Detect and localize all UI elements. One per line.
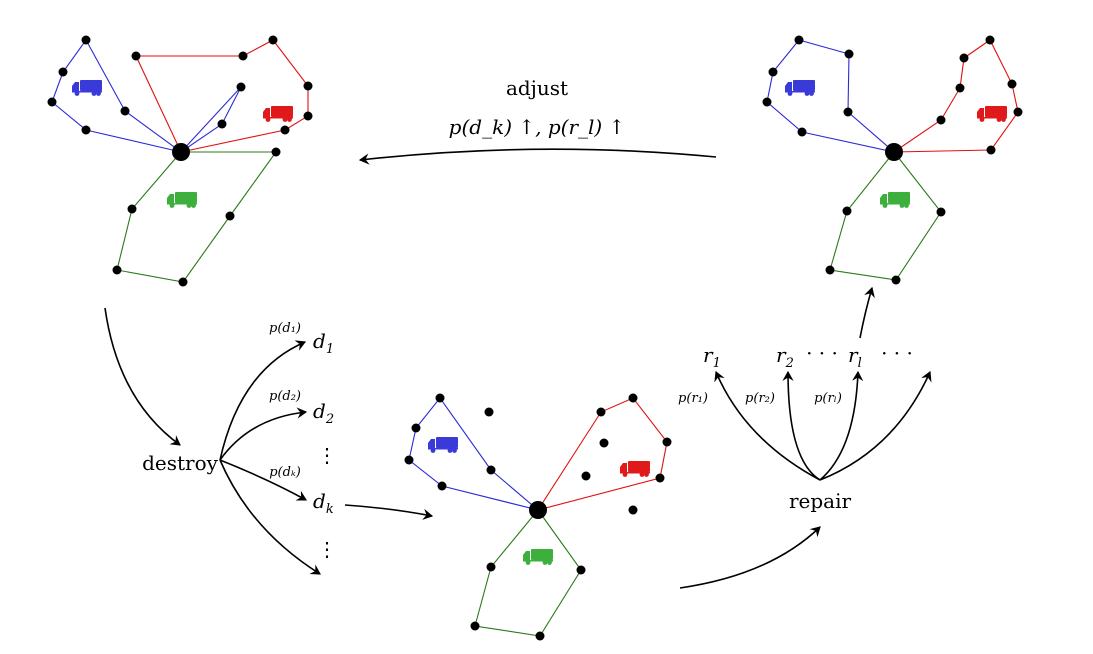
destroy-operator-arrows: [219, 340, 321, 575]
svg-text:p(rₗ): p(rₗ): [814, 391, 842, 406]
truck-icon: [785, 80, 815, 96]
svg-text:p(r₁): p(r₁): [678, 391, 708, 406]
solution-graph-destroyed: [404, 393, 672, 641]
blue-route: [766, 39, 895, 153]
repair-operator-rl: rl p(rₗ): [814, 343, 862, 406]
truck-icon: [620, 461, 650, 477]
repair-label: repair: [789, 489, 852, 513]
adjust-arrow: [358, 148, 717, 165]
svg-text:r1: r1: [703, 343, 721, 371]
repair-operator-arrows: [714, 370, 932, 481]
truck-icon: [523, 549, 553, 565]
blue-route: [408, 397, 539, 511]
removed-customer-nodes: [484, 407, 638, 515]
svg-text:p(r₂): p(r₂): [745, 391, 775, 406]
red-route: [135, 39, 309, 153]
to-destroyed-graph-arrow: [344, 504, 434, 520]
to-new-solution-arrow: [859, 286, 875, 339]
customer-nodes: [404, 393, 672, 641]
truck-icon: [977, 106, 1007, 122]
red-route: [537, 397, 668, 511]
svg-text:rl: rl: [848, 343, 862, 371]
svg-text:p(d₁): p(d₁): [269, 321, 301, 336]
repair-operator-r1: r1 p(r₁): [678, 343, 721, 406]
customer-nodes: [47, 35, 313, 287]
svg-text:p(dₖ): p(dₖ): [269, 465, 301, 480]
truck-icon: [880, 192, 910, 208]
vertical-ellipsis: ⋮: [317, 443, 337, 467]
vertical-ellipsis: ⋮: [317, 537, 337, 561]
blue-route: [51, 38, 242, 153]
red-route: [893, 39, 1019, 153]
adjust-label: adjust: [506, 76, 568, 100]
solution-graph-top-left: [47, 35, 313, 287]
green-route: [474, 509, 582, 637]
green-route: [829, 151, 942, 281]
svg-text:d2: d2: [313, 399, 334, 427]
truck-icon: [72, 80, 102, 96]
destroy-label: destroy: [142, 451, 219, 475]
horizontal-ellipsis: · · ·: [806, 341, 838, 365]
adjust-formula: p(d_k) ↑, p(r_l) ↑: [449, 115, 626, 139]
depot-dot: [529, 501, 547, 519]
horizontal-ellipsis: · · ·: [881, 341, 913, 365]
svg-text:dk: dk: [313, 489, 334, 517]
truck-icon: [167, 192, 197, 208]
to-repair-arrow: [679, 526, 821, 589]
truck-icon: [263, 106, 293, 122]
to-destroy-arrow: [104, 307, 181, 446]
destroy-operator-d2: p(d₂) d2: [269, 389, 334, 427]
repair-operator-r2: r2 p(r₂): [745, 343, 794, 406]
truck-icon: [428, 437, 458, 453]
depot-dot: [172, 143, 190, 161]
customer-nodes: [762, 35, 1023, 285]
destroy-operator-dk: p(dₖ) dk: [269, 465, 334, 517]
svg-text:d1: d1: [313, 329, 334, 357]
green-route: [116, 151, 278, 283]
svg-text:p(d₂): p(d₂): [269, 389, 301, 404]
destroy-operator-d1: p(d₁) d1: [269, 321, 334, 357]
svg-text:r2: r2: [776, 343, 794, 371]
depot-dot: [885, 143, 903, 161]
solution-graph-top-right: [762, 35, 1023, 285]
